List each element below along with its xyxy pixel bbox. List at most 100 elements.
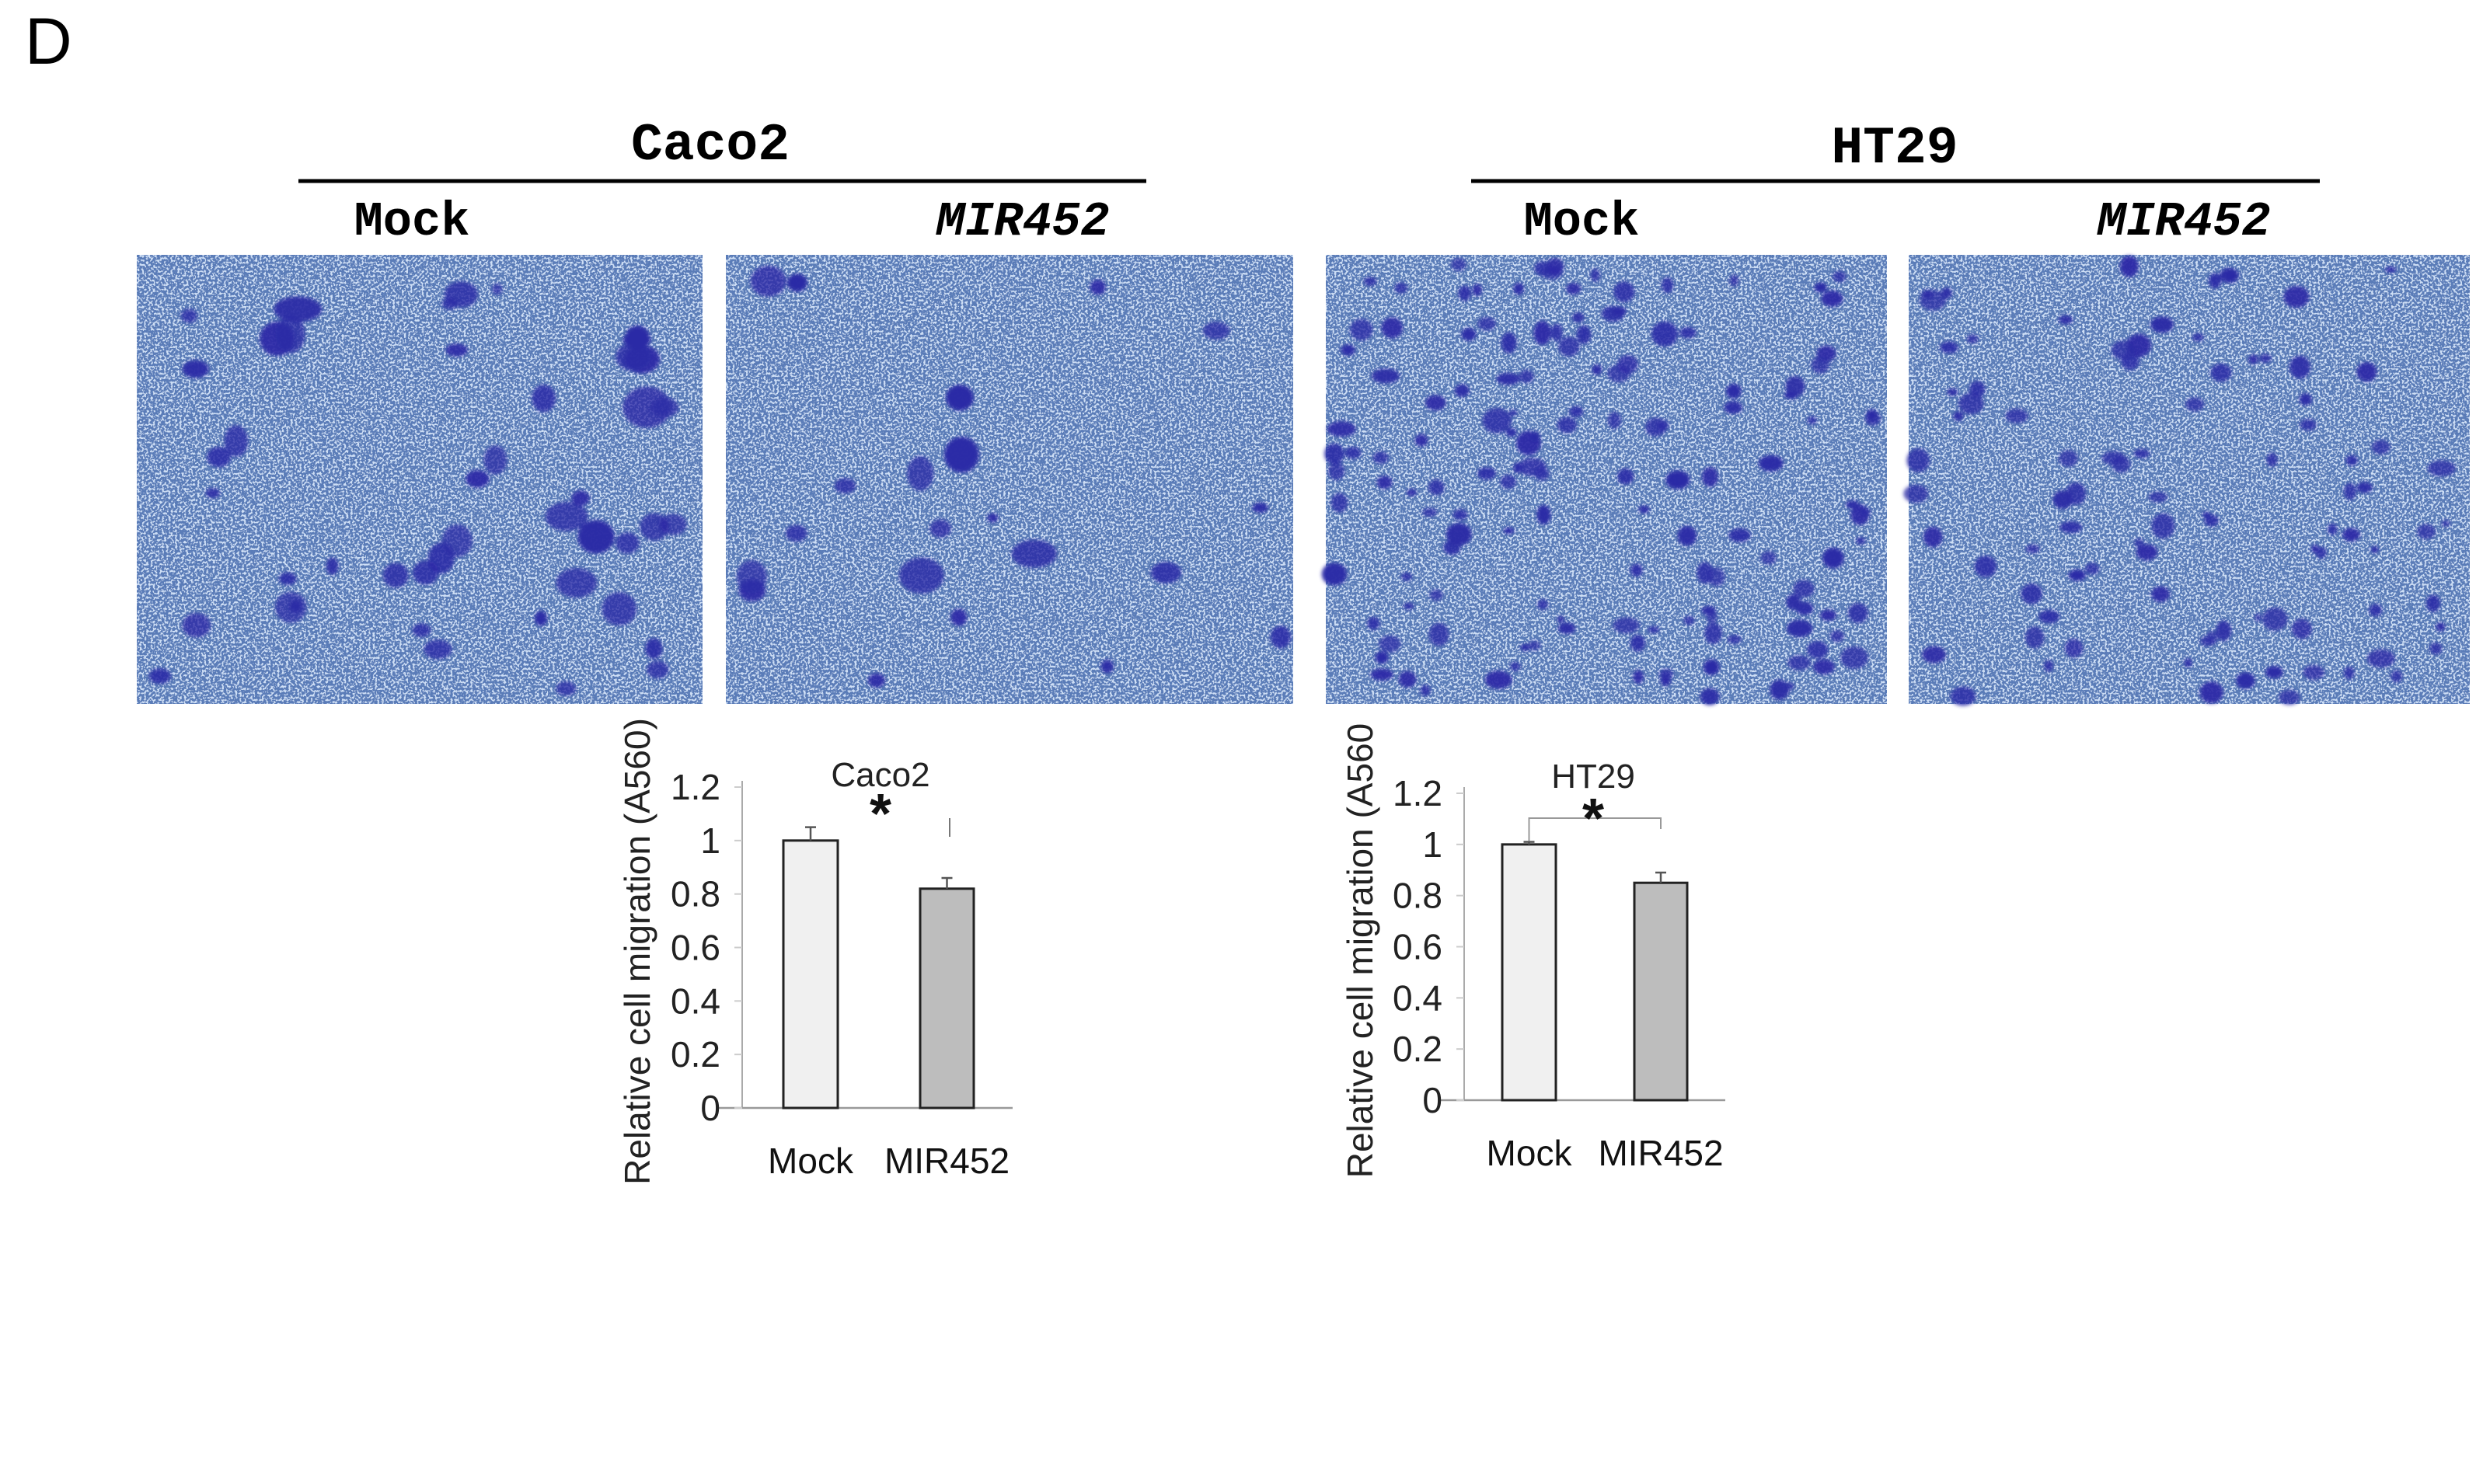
stained-cell xyxy=(1375,651,1389,664)
stained-cell xyxy=(1330,493,1348,513)
y-tick-label: 1.2 xyxy=(1393,773,1442,813)
micrograph-caco2-mock xyxy=(137,255,703,704)
stained-cell xyxy=(1501,332,1517,354)
stained-cell xyxy=(1379,635,1401,653)
stained-cell xyxy=(382,563,409,588)
stained-cell xyxy=(943,436,980,473)
stained-cell xyxy=(1557,416,1577,434)
y-tick-label: 0.2 xyxy=(1393,1029,1442,1069)
stained-cell xyxy=(602,592,637,626)
y-tick-label: 1 xyxy=(700,820,720,861)
stained-cell xyxy=(1683,615,1695,625)
stained-cell xyxy=(1407,489,1417,496)
stained-cell xyxy=(2343,666,2355,680)
stained-cell xyxy=(1533,320,1551,345)
stained-cell xyxy=(750,265,786,297)
bar-chart-caco2: Caco2 0 0.2 0.4 0.6 0.8 1 1.2 Relative cell migr… xyxy=(617,718,1013,1185)
stained-cell xyxy=(1341,344,1355,356)
stained-cell xyxy=(867,673,885,688)
stained-cell xyxy=(1816,345,1836,362)
stained-cell xyxy=(2262,608,2288,631)
stained-cell xyxy=(2192,333,2204,342)
stained-cell xyxy=(622,386,671,428)
stained-cell xyxy=(946,385,974,411)
x-tick-label: MIR452 xyxy=(1598,1133,1723,1173)
stained-cell xyxy=(2134,538,2144,548)
stained-cell xyxy=(2059,315,2073,325)
stained-cell xyxy=(2345,455,2358,466)
stained-cell xyxy=(1840,646,1868,669)
stained-cell xyxy=(1477,317,1496,331)
stained-cell xyxy=(1484,671,1512,689)
stained-cell xyxy=(2283,286,2310,308)
stained-cell xyxy=(1529,431,1540,443)
x-tick-label: MIR452 xyxy=(884,1141,1010,1181)
group-title-ht29: HT29 xyxy=(1831,119,1958,179)
stained-cell xyxy=(2059,521,2082,534)
stained-cell xyxy=(1630,634,1645,652)
stained-cell xyxy=(650,397,679,418)
stained-cell xyxy=(1370,668,1393,681)
condition-label-caco2-mock: Mock xyxy=(354,194,470,249)
y-tick-label: 0.6 xyxy=(1393,927,1442,967)
stained-cell xyxy=(1508,409,1518,416)
stained-cell xyxy=(1557,615,1564,623)
stained-cell xyxy=(2265,666,2283,679)
stained-cell xyxy=(207,447,231,468)
stained-cell xyxy=(898,557,944,594)
stained-cell xyxy=(647,660,669,679)
stained-cell xyxy=(2266,452,2278,467)
condition-label-caco2-mir452: MIR452 xyxy=(935,194,1109,249)
stained-cell xyxy=(534,611,548,626)
stained-cell xyxy=(1328,462,1345,480)
stained-cell xyxy=(2366,649,2395,668)
stained-cell xyxy=(616,532,640,554)
y-tick-label: 1.2 xyxy=(671,767,720,807)
stained-cell xyxy=(623,345,660,374)
stained-cell xyxy=(1477,467,1496,480)
stained-cell xyxy=(1519,370,1534,383)
stained-cell xyxy=(556,681,577,696)
bar-mock xyxy=(782,839,839,1110)
stained-cell xyxy=(1572,312,1585,322)
stained-cell xyxy=(445,343,468,357)
stained-cell xyxy=(1830,630,1844,643)
stained-cell xyxy=(1528,640,1541,651)
stained-cell xyxy=(274,296,323,322)
stained-cell xyxy=(2133,448,2150,458)
y-tick-label: 0 xyxy=(1422,1080,1442,1120)
stained-cell xyxy=(1518,458,1547,476)
stained-cell xyxy=(2259,354,2272,363)
stained-cell xyxy=(483,445,507,475)
stained-cell xyxy=(738,579,766,602)
stained-cell xyxy=(1428,622,1449,646)
stained-cell xyxy=(2216,620,2232,641)
y-tick-label: 0.2 xyxy=(671,1034,720,1075)
stained-cell xyxy=(2289,355,2310,379)
stained-cell xyxy=(2342,528,2360,542)
stained-cell xyxy=(2429,642,2443,655)
stained-cell xyxy=(1372,451,1389,464)
stained-cell xyxy=(2299,393,2312,406)
stained-cell xyxy=(1520,643,1530,651)
condition-label-ht29-mir452: MIR452 xyxy=(2096,194,2270,249)
stained-cell xyxy=(2121,353,2139,371)
stained-cell xyxy=(1793,580,1815,597)
stained-cell xyxy=(1270,625,1292,649)
stained-cell xyxy=(1344,447,1362,459)
stained-cell xyxy=(2385,266,2397,273)
significance-star: * xyxy=(1582,788,1604,850)
stained-cell xyxy=(1537,599,1548,610)
stained-cell xyxy=(2248,354,2258,364)
stained-cell xyxy=(2206,630,2218,645)
panel-label: D xyxy=(25,5,72,78)
stained-cell xyxy=(326,557,339,575)
stained-cell xyxy=(180,308,197,323)
stained-cell xyxy=(148,668,171,684)
stained-cell xyxy=(1630,563,1643,577)
micrograph-caco2-mir452 xyxy=(726,255,1293,704)
stained-cell xyxy=(2021,583,2042,604)
stained-cell xyxy=(2005,409,2028,423)
stained-cell xyxy=(929,519,951,538)
